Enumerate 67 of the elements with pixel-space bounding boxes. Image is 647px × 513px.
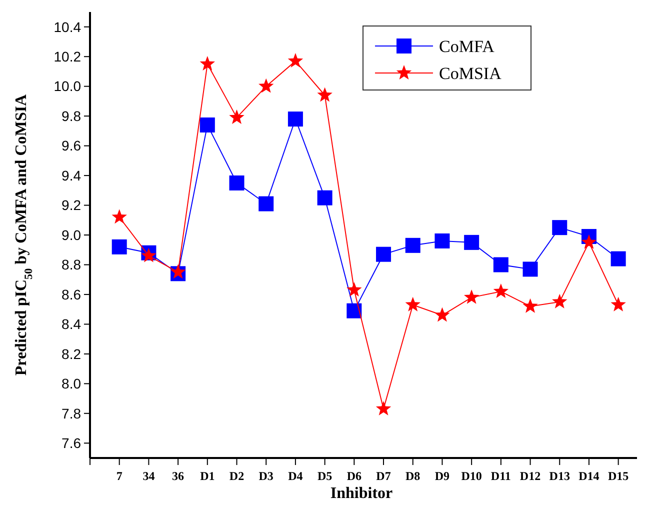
y-tick-label: 8.8 — [62, 256, 82, 273]
point — [346, 282, 362, 296]
x-tick-label: D4 — [288, 469, 303, 483]
x-tick-label: D6 — [346, 469, 362, 483]
point — [112, 239, 127, 254]
y-tick-label: 9.0 — [62, 226, 82, 243]
point — [112, 209, 127, 224]
point — [581, 234, 597, 249]
x-tick-label: D14 — [578, 469, 600, 483]
x-tick-label: D3 — [258, 469, 274, 483]
y-tick-label: 10.2 — [54, 48, 82, 64]
x-tick-label: D8 — [406, 469, 420, 483]
x-tick-label: D11 — [490, 469, 511, 483]
point — [317, 87, 332, 102]
y-tick-label: 8.4 — [62, 316, 82, 332]
x-tick-label: 7 — [116, 469, 122, 483]
point — [317, 190, 332, 206]
y-tick-label: 7.6 — [62, 435, 82, 452]
legend-label: CoMFA — [439, 36, 496, 56]
x-tick-label: D2 — [229, 469, 244, 483]
point — [376, 400, 392, 416]
y-tick-label: 8.0 — [62, 376, 82, 392]
y-tick-label: 10.4 — [54, 18, 82, 35]
y-tick-label: 7.8 — [62, 405, 82, 422]
point — [229, 175, 244, 190]
point — [522, 298, 538, 313]
x-tick-label: D15 — [608, 469, 629, 483]
point — [405, 238, 420, 253]
point — [258, 78, 274, 93]
point — [258, 196, 274, 212]
x-tick-label: D1 — [200, 469, 215, 483]
point — [229, 110, 244, 124]
point — [376, 246, 392, 262]
legend-label: CoMSIA — [439, 64, 502, 83]
x-tick-label: D7 — [376, 469, 391, 483]
point — [464, 289, 480, 304]
y-tick-label: 9.6 — [62, 138, 82, 154]
point — [552, 220, 568, 236]
y-tick-label: 9.8 — [62, 108, 82, 124]
point — [200, 117, 215, 132]
point — [610, 251, 626, 266]
point — [405, 296, 420, 312]
point — [288, 53, 304, 68]
point — [288, 112, 303, 127]
x-tick-label: D5 — [317, 469, 332, 483]
point — [200, 56, 216, 71]
y-tick-label: 9.2 — [62, 197, 82, 214]
point — [493, 283, 509, 298]
point — [610, 296, 626, 312]
x-tick-label: 34 — [142, 469, 155, 483]
x-axis-title: Inhibitor — [330, 485, 393, 502]
point — [346, 303, 362, 318]
point — [522, 262, 538, 277]
x-tick-label: D10 — [461, 469, 482, 483]
point — [464, 234, 480, 250]
x-tick-label: D9 — [434, 469, 450, 483]
x-tick-label: 36 — [172, 469, 184, 483]
point — [434, 307, 450, 322]
x-tick-label: D13 — [549, 469, 570, 483]
y-tick-label: 9.4 — [62, 167, 82, 184]
x-tick-label: D12 — [520, 469, 541, 483]
point — [493, 257, 508, 272]
y-tick-label: 10.0 — [54, 78, 82, 94]
point — [552, 294, 568, 308]
y-tick-label: 8.6 — [62, 286, 82, 302]
y-tick-label: 8.2 — [62, 346, 82, 362]
point — [434, 233, 450, 248]
